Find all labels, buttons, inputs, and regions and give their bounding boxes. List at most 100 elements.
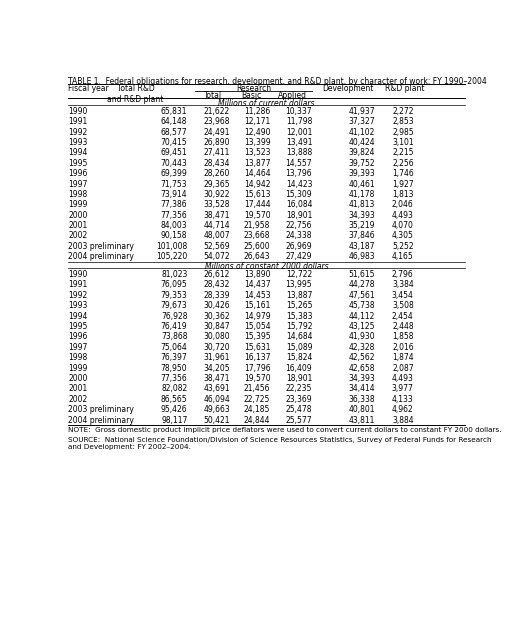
- Text: 13,523: 13,523: [244, 148, 270, 157]
- Text: 12,171: 12,171: [244, 117, 270, 126]
- Text: 2001: 2001: [68, 384, 87, 393]
- Text: 23,369: 23,369: [285, 395, 312, 404]
- Text: Applied: Applied: [278, 91, 307, 100]
- Text: 2,853: 2,853: [392, 117, 414, 126]
- Text: 3,977: 3,977: [392, 384, 414, 393]
- Text: 30,720: 30,720: [203, 343, 230, 352]
- Text: 2003 preliminary: 2003 preliminary: [68, 405, 134, 414]
- Text: 52,569: 52,569: [203, 242, 230, 251]
- Text: Research: Research: [236, 84, 271, 94]
- Text: 2004 preliminary: 2004 preliminary: [68, 252, 134, 261]
- Text: 35,219: 35,219: [348, 221, 375, 230]
- Text: 19,570: 19,570: [244, 374, 270, 383]
- Text: 24,491: 24,491: [203, 128, 230, 136]
- Text: 18,901: 18,901: [286, 374, 312, 383]
- Text: 14,453: 14,453: [244, 291, 270, 299]
- Text: 44,714: 44,714: [203, 221, 230, 230]
- Text: 1995: 1995: [68, 322, 87, 331]
- Text: 12,490: 12,490: [244, 128, 270, 136]
- Text: 1999: 1999: [68, 363, 87, 373]
- Text: 3,384: 3,384: [392, 280, 414, 290]
- Text: NOTE:  Gross domestic product implicit price deflators were used to convert curr: NOTE: Gross domestic product implicit pr…: [68, 427, 502, 433]
- Text: 2,016: 2,016: [392, 343, 414, 352]
- Text: 15,309: 15,309: [285, 190, 312, 199]
- Text: 1997: 1997: [68, 343, 87, 352]
- Text: 1,874: 1,874: [392, 353, 414, 362]
- Text: 28,260: 28,260: [204, 169, 230, 178]
- Text: Millions of constant 2000 dollars: Millions of constant 2000 dollars: [205, 262, 328, 272]
- Text: 2,448: 2,448: [392, 322, 414, 331]
- Text: 19,570: 19,570: [244, 211, 270, 219]
- Text: Development: Development: [322, 84, 373, 94]
- Text: 15,631: 15,631: [244, 343, 270, 352]
- Text: 1993: 1993: [68, 301, 87, 310]
- Text: 76,419: 76,419: [161, 322, 187, 331]
- Text: 4,493: 4,493: [392, 374, 414, 383]
- Text: 41,937: 41,937: [348, 107, 375, 116]
- Text: 13,796: 13,796: [285, 169, 312, 178]
- Text: 43,187: 43,187: [348, 242, 375, 251]
- Text: 69,451: 69,451: [161, 148, 187, 157]
- Text: 48,007: 48,007: [203, 231, 230, 241]
- Text: 28,432: 28,432: [204, 280, 230, 290]
- Text: 23,668: 23,668: [244, 231, 270, 241]
- Text: 73,914: 73,914: [161, 190, 187, 199]
- Text: 3,508: 3,508: [392, 301, 414, 310]
- Text: 41,102: 41,102: [348, 128, 375, 136]
- Text: 49,663: 49,663: [203, 405, 230, 414]
- Text: 1,858: 1,858: [392, 332, 414, 342]
- Text: 44,112: 44,112: [348, 312, 375, 321]
- Text: 26,890: 26,890: [203, 138, 230, 147]
- Text: 51,615: 51,615: [348, 270, 375, 279]
- Text: 3,884: 3,884: [392, 415, 414, 425]
- Text: 1,813: 1,813: [392, 190, 414, 199]
- Text: 2,454: 2,454: [392, 312, 414, 321]
- Text: 4,070: 4,070: [392, 221, 414, 230]
- Text: 11,286: 11,286: [244, 107, 270, 116]
- Text: 73,868: 73,868: [161, 332, 187, 342]
- Text: 1998: 1998: [68, 353, 87, 362]
- Text: 1991: 1991: [68, 117, 87, 126]
- Text: 4,133: 4,133: [392, 395, 414, 404]
- Text: 24,844: 24,844: [244, 415, 270, 425]
- Text: 42,658: 42,658: [348, 363, 375, 373]
- Text: 14,437: 14,437: [244, 280, 270, 290]
- Text: 22,235: 22,235: [286, 384, 312, 393]
- Text: 14,464: 14,464: [244, 169, 270, 178]
- Text: 37,846: 37,846: [348, 231, 375, 241]
- Text: 71,753: 71,753: [161, 180, 187, 188]
- Text: 68,577: 68,577: [161, 128, 187, 136]
- Text: 76,397: 76,397: [161, 353, 187, 362]
- Text: 22,756: 22,756: [285, 221, 312, 230]
- Text: 81,023: 81,023: [161, 270, 187, 279]
- Text: 82,082: 82,082: [161, 384, 187, 393]
- Text: 15,054: 15,054: [244, 322, 270, 331]
- Text: 25,478: 25,478: [285, 405, 312, 414]
- Text: 10,337: 10,337: [285, 107, 312, 116]
- Text: 24,338: 24,338: [285, 231, 312, 241]
- Text: Fiscal year: Fiscal year: [68, 84, 109, 94]
- Text: 33,528: 33,528: [203, 200, 230, 210]
- Text: 77,386: 77,386: [161, 200, 187, 210]
- Text: 15,395: 15,395: [244, 332, 270, 342]
- Text: 1994: 1994: [68, 312, 87, 321]
- Text: 15,613: 15,613: [244, 190, 270, 199]
- Text: 43,125: 43,125: [348, 322, 375, 331]
- Text: 2000: 2000: [68, 211, 87, 219]
- Text: TABLE 1.  Federal obligations for research, development, and R&D plant, by chara: TABLE 1. Federal obligations for researc…: [68, 77, 487, 86]
- Text: 76,095: 76,095: [161, 280, 187, 290]
- Text: 4,493: 4,493: [392, 211, 414, 219]
- Text: 2002: 2002: [68, 231, 87, 241]
- Text: 1993: 1993: [68, 138, 87, 147]
- Text: Total R&D
and R&D plant: Total R&D and R&D plant: [107, 84, 164, 104]
- Text: 14,557: 14,557: [285, 159, 312, 168]
- Text: 25,600: 25,600: [244, 242, 270, 251]
- Text: 39,824: 39,824: [348, 148, 375, 157]
- Text: 42,562: 42,562: [348, 353, 375, 362]
- Text: 28,339: 28,339: [203, 291, 230, 299]
- Text: 14,942: 14,942: [244, 180, 270, 188]
- Text: 34,414: 34,414: [348, 384, 375, 393]
- Text: 40,461: 40,461: [348, 180, 375, 188]
- Text: Basic: Basic: [241, 91, 261, 100]
- Text: 2,796: 2,796: [392, 270, 414, 279]
